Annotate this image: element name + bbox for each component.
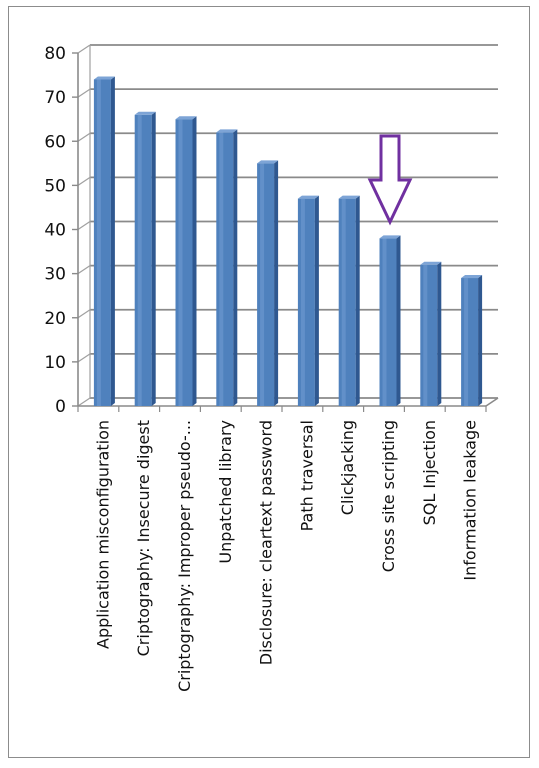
y-tick-label: 40 — [44, 221, 66, 241]
gridline-side-0 — [77, 397, 91, 407]
bar-front — [216, 132, 234, 407]
bar — [257, 160, 279, 406]
bar-side — [437, 261, 442, 406]
bar-front — [297, 198, 315, 406]
bar-front — [338, 198, 356, 406]
bar-front — [379, 238, 397, 406]
gridline-side-20 — [77, 309, 91, 319]
bar-side — [110, 76, 115, 406]
bars — [93, 76, 483, 407]
down-arrow-icon — [367, 134, 413, 226]
bar-front — [93, 79, 111, 406]
y-tick-label: 70 — [44, 88, 66, 108]
bar-side — [314, 195, 319, 406]
gridline-side-50 — [77, 176, 91, 186]
bar-front — [461, 278, 479, 406]
bar — [420, 261, 442, 406]
gridline-side-60 — [77, 132, 91, 142]
y-tick-label: 30 — [44, 265, 66, 285]
bar — [93, 76, 115, 406]
x-tick-label: Information leakage — [461, 420, 480, 581]
x-tick-label: Unpatched library — [216, 420, 235, 564]
y-axis-ticks: 0 10 20 30 40 50 60 70 80 — [44, 44, 78, 417]
bar-side — [355, 195, 360, 406]
x-tick-label: Criptography: Improper pseudo-... — [175, 420, 194, 692]
bar-top — [461, 275, 483, 279]
bar-top — [175, 116, 197, 120]
bar-side — [396, 235, 401, 406]
bar-top — [297, 195, 319, 199]
x-tick-label: Path traversal — [297, 420, 316, 531]
bar-shine — [137, 114, 142, 407]
bar-front — [420, 264, 438, 406]
bar-side — [192, 116, 197, 406]
bar — [379, 235, 401, 406]
x-tick-label: Disclosure: cleartext password — [257, 420, 276, 665]
y-tick-label: 80 — [44, 44, 66, 64]
bar-top — [379, 235, 401, 239]
bar-shine — [423, 264, 428, 406]
y-tick-label: 50 — [44, 176, 66, 196]
bar-shine — [341, 198, 346, 406]
y-tick-label: 10 — [44, 353, 66, 373]
bar-front — [257, 163, 275, 406]
bar-front — [175, 119, 193, 406]
bar — [134, 111, 156, 407]
gridline-side-80 — [77, 44, 91, 54]
x-axis-labels: Application misconfiguration Criptography… — [93, 420, 479, 692]
gridline-side-70 — [77, 88, 91, 98]
y-tick-label: 0 — [55, 397, 66, 417]
bar — [338, 195, 360, 406]
x-tick-label: SQL Injection — [420, 420, 439, 525]
bar-shine — [464, 278, 469, 406]
x-tick-label: Criptography: Insecure digest — [134, 420, 153, 656]
bar-front — [134, 114, 152, 407]
bar-side — [233, 129, 238, 407]
bar-top — [420, 261, 442, 265]
bar-shine — [219, 132, 224, 407]
y-tick-label: 20 — [44, 309, 66, 329]
bar-shine — [300, 198, 305, 406]
bar-side — [478, 275, 483, 406]
bar-side — [274, 160, 279, 406]
y-tick-label: 60 — [44, 132, 66, 152]
x-tick-label: Cross site scripting — [379, 420, 398, 572]
gridline-side-10 — [77, 353, 91, 363]
bar-top — [257, 160, 279, 164]
bar — [175, 116, 197, 406]
x-tick-label: Application misconfiguration — [93, 420, 112, 649]
bar-shine — [178, 119, 183, 406]
x-tick-label: Clickjacking — [338, 420, 357, 515]
bar-top — [134, 111, 156, 115]
bar-side — [151, 111, 156, 407]
bar-shine — [260, 163, 265, 406]
bar-shine — [382, 238, 387, 406]
bar-top — [93, 76, 115, 80]
gridline-side-40 — [77, 221, 91, 230]
gridline-side-30 — [77, 265, 91, 275]
bar — [216, 129, 238, 407]
bar-shine — [96, 79, 101, 406]
bar-top — [216, 129, 238, 133]
highlight-marker — [367, 134, 413, 226]
bar — [461, 275, 483, 406]
bar-top — [338, 195, 360, 199]
bar — [297, 195, 319, 406]
floor-right-edge — [485, 397, 499, 407]
